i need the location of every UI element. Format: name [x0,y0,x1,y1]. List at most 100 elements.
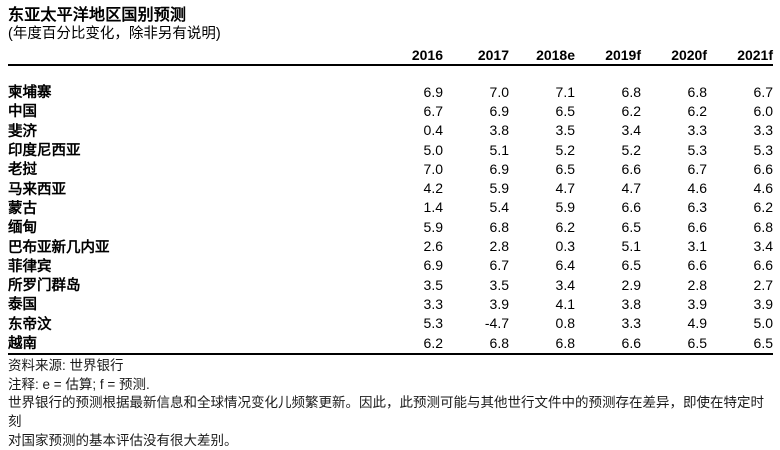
page-title: 东亚太平洋地区国别预测 [8,7,187,24]
country-label: 泰国 [8,297,37,314]
value-cell: 6.7 [489,257,509,274]
value-cell: 3.3 [423,295,443,312]
value-cell: 2.8 [489,238,509,255]
value-cell: 6.8 [621,83,641,100]
value-cell: 0.4 [423,122,443,139]
table-row-thailand: 泰国 3.3 3.9 4.1 3.8 3.9 3.9 [8,294,773,314]
value-cell: 7.1 [555,83,575,100]
value-cell: 6.9 [423,257,443,274]
table-row-timor-leste: 东帝汶 5.3 -4.7 0.8 3.3 4.9 5.0 [8,314,773,333]
table-row-malaysia: 马来西亚 4.2 5.9 4.7 4.7 4.6 4.6 [8,178,773,198]
value-cell: 6.9 [489,160,509,177]
value-cell: 4.6 [687,180,707,197]
value-cell: 5.3 [753,141,773,158]
value-cell: 2.7 [753,276,773,293]
value-cell: 6.8 [753,218,773,235]
value-cell: 1.4 [423,199,443,216]
value-cell: 5.0 [423,141,443,158]
value-cell: 2.9 [621,276,641,293]
table-row-philippines: 菲律宾 6.9 6.7 6.4 6.5 6.6 6.6 [8,256,773,275]
value-cell: 6.6 [687,257,707,274]
value-cell: 3.3 [753,122,773,139]
year-header-2020f: 2020f [671,47,707,63]
value-cell: 3.4 [555,276,575,293]
country-label: 巴布亚新几内亚 [8,239,110,256]
value-cell: 3.5 [555,122,575,139]
value-cell: 4.7 [621,180,641,197]
table-header-row: 2016 2017 2018e 2019f 2020f 2021f [8,46,773,63]
table-body: 柬埔寨 6.9 7.0 7.1 6.8 6.8 6.7 中国 6.7 6.9 6… [8,82,773,352]
value-cell: 6.7 [687,160,707,177]
value-cell: 3.5 [423,276,443,293]
country-label: 所罗门群岛 [8,278,81,295]
table-row-cambodia: 柬埔寨 6.9 7.0 7.1 6.8 6.8 6.7 [8,82,773,102]
year-header-2021f: 2021f [737,47,773,63]
value-cell: 6.5 [753,334,773,351]
value-cell: 5.4 [489,199,509,216]
country-label: 蒙古 [8,200,37,217]
value-cell: 6.2 [621,102,641,119]
value-cell: 3.9 [753,295,773,312]
value-cell: 6.4 [555,257,575,274]
value-cell: 7.0 [489,83,509,100]
value-cell: 3.9 [687,295,707,312]
source-note: 资料来源: 世界银行 [8,358,124,374]
value-cell: 6.9 [489,102,509,119]
value-cell: 3.5 [489,276,509,293]
value-cell: 6.9 [423,83,443,100]
value-cell: 0.8 [555,315,575,332]
value-cell: 6.7 [753,83,773,100]
value-cell: 5.1 [489,141,509,158]
country-label: 中国 [8,104,37,121]
footer-rule [8,353,773,356]
value-cell: 4.1 [555,295,575,312]
value-cell: 3.1 [687,238,707,255]
value-cell: 6.5 [621,218,641,235]
value-cell: 5.3 [687,141,707,158]
value-cell: 6.8 [555,334,575,351]
value-cell: 3.8 [489,122,509,139]
value-cell: 5.1 [621,238,641,255]
value-cell: 2.8 [687,276,707,293]
value-cell: 6.2 [687,102,707,119]
value-cell: 6.5 [687,334,707,351]
header-rule [8,64,773,66]
year-header-2017: 2017 [477,47,509,63]
value-cell: 6.2 [555,218,575,235]
value-cell: 4.7 [555,180,575,197]
value-cell: 3.3 [621,315,641,332]
country-label: 马来西亚 [8,181,66,198]
value-cell: 5.2 [621,141,641,158]
value-cell: 5.9 [489,180,509,197]
country-label: 老挝 [8,162,37,179]
value-cell: 4.9 [687,315,707,332]
value-cell: 5.9 [555,199,575,216]
table-row-vietnam: 越南 6.2 6.8 6.8 6.6 6.5 6.5 [8,333,773,353]
year-header-2016: 2016 [411,47,443,63]
value-cell: 6.6 [621,334,641,351]
country-label: 印度尼西亚 [8,143,81,160]
value-cell: 6.2 [423,334,443,351]
value-cell: 4.2 [423,180,443,197]
value-cell: 6.5 [555,102,575,119]
value-cell: 5.0 [753,315,773,332]
value-cell: 6.8 [687,83,707,100]
table-row-mongolia: 蒙古 1.4 5.4 5.9 6.6 6.3 6.2 [8,198,773,217]
value-cell: 3.3 [687,122,707,139]
value-cell: 5.3 [423,315,443,332]
page-subtitle: (年度百分比变化，除非另有说明) [8,26,221,42]
value-cell: 3.4 [753,238,773,255]
value-cell: 6.6 [621,199,641,216]
legend-note: 注释: e = 估算; f = 预测. [8,376,150,392]
country-label: 菲律宾 [8,258,52,275]
table-footer: 资料来源: 世界银行 注释: e = 估算; f = 预测. 世界银行的预测根据… [8,355,773,450]
value-cell: 6.0 [753,102,773,119]
value-cell: 6.8 [489,334,509,351]
table-row-papua-new-guinea: 巴布亚新几内亚 2.6 2.8 0.3 5.1 3.1 3.4 [8,236,773,256]
value-cell: 6.2 [753,199,773,216]
table-row-china: 中国 6.7 6.9 6.5 6.2 6.2 6.0 [8,101,773,121]
value-cell: 6.6 [621,160,641,177]
country-label: 柬埔寨 [8,85,52,102]
value-cell: -4.7 [484,315,509,332]
value-cell: 6.5 [621,257,641,274]
